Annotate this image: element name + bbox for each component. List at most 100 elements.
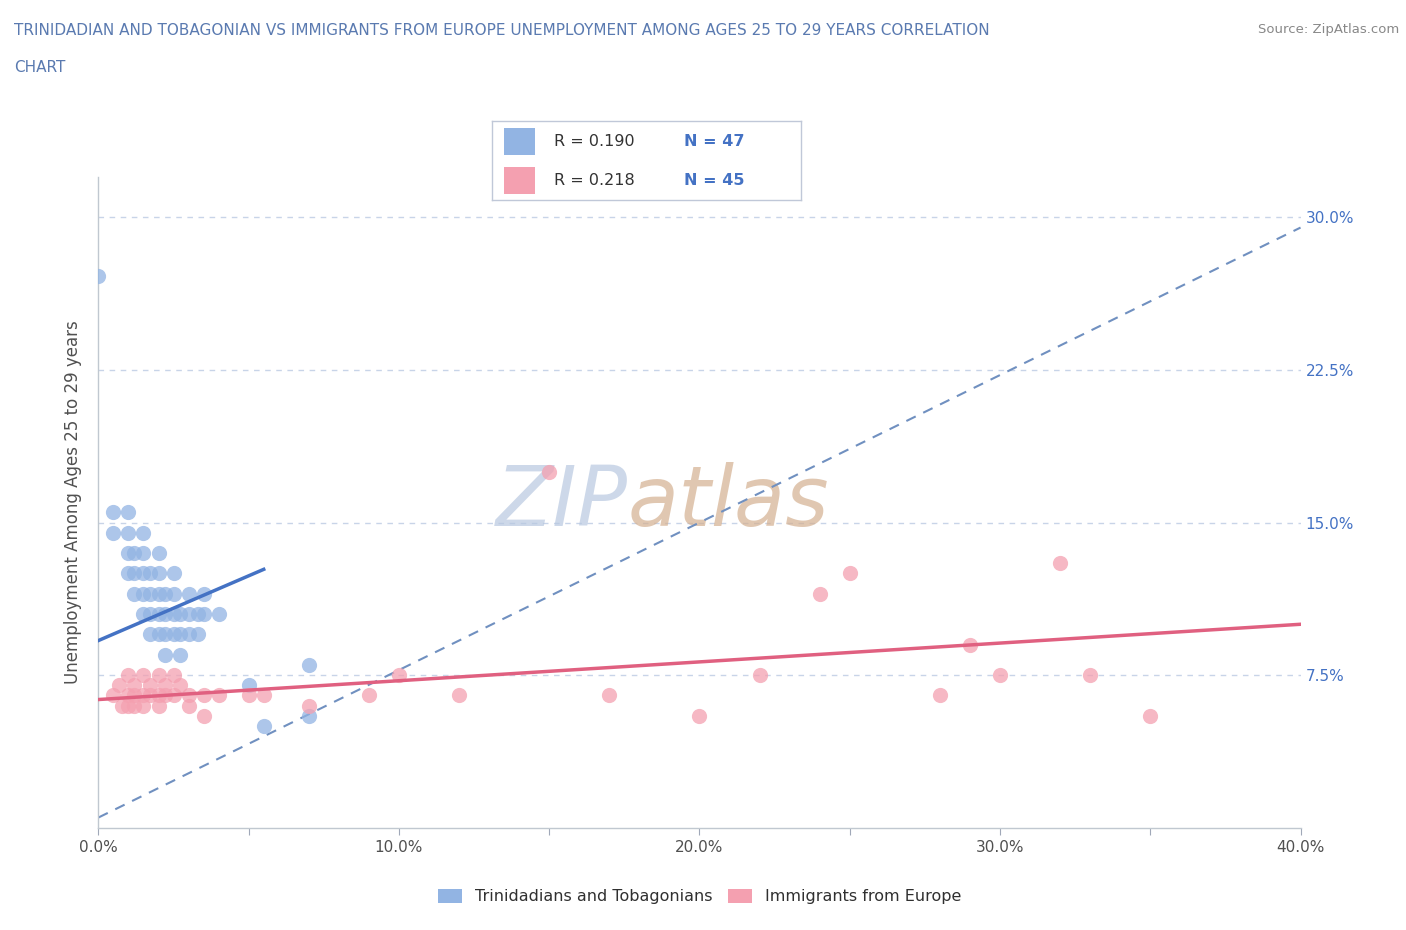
Point — [169, 647, 191, 662]
Point — [138, 627, 160, 642]
Point — [132, 668, 155, 683]
Point — [108, 678, 131, 693]
Point — [103, 688, 125, 703]
Text: atlas: atlas — [627, 461, 830, 543]
Point — [447, 688, 470, 703]
Text: Source: ZipAtlas.com: Source: ZipAtlas.com — [1258, 23, 1399, 36]
Point — [124, 698, 146, 713]
Point — [162, 586, 184, 601]
Point — [388, 668, 411, 683]
Point — [148, 546, 170, 561]
Point — [153, 627, 176, 642]
Point — [117, 688, 139, 703]
Point — [193, 709, 215, 724]
Point — [148, 627, 170, 642]
Point — [838, 566, 860, 581]
Y-axis label: Unemployment Among Ages 25 to 29 years: Unemployment Among Ages 25 to 29 years — [65, 320, 83, 684]
Point — [1139, 709, 1161, 724]
Point — [148, 698, 170, 713]
Point — [153, 586, 176, 601]
Text: ZIP: ZIP — [495, 461, 627, 543]
Point — [187, 606, 209, 621]
Point — [124, 678, 146, 693]
Point — [162, 688, 184, 703]
Point — [148, 688, 170, 703]
Point — [177, 688, 200, 703]
Point — [103, 525, 125, 540]
Point — [988, 668, 1011, 683]
Point — [169, 678, 191, 693]
Text: N = 45: N = 45 — [683, 174, 744, 189]
Point — [238, 688, 260, 703]
Point — [138, 678, 160, 693]
Point — [162, 627, 184, 642]
Point — [208, 606, 231, 621]
Point — [111, 698, 134, 713]
Point — [169, 606, 191, 621]
Point — [177, 606, 200, 621]
Point — [253, 719, 276, 734]
Point — [138, 586, 160, 601]
Point — [177, 586, 200, 601]
Text: R = 0.218: R = 0.218 — [554, 174, 634, 189]
Point — [193, 606, 215, 621]
Point — [132, 688, 155, 703]
Point — [929, 688, 952, 703]
Point — [117, 546, 139, 561]
Point — [959, 637, 981, 652]
Point — [298, 658, 321, 672]
Point — [357, 688, 380, 703]
Point — [124, 566, 146, 581]
Point — [193, 586, 215, 601]
Point — [117, 505, 139, 520]
Point — [689, 709, 711, 724]
Point — [138, 566, 160, 581]
Point — [748, 668, 770, 683]
Point — [238, 678, 260, 693]
Point — [153, 688, 176, 703]
Point — [169, 627, 191, 642]
Point — [162, 566, 184, 581]
Point — [132, 698, 155, 713]
Point — [148, 586, 170, 601]
Point — [298, 698, 321, 713]
Point — [538, 464, 561, 479]
Text: CHART: CHART — [14, 60, 66, 75]
Point — [124, 546, 146, 561]
Point — [162, 668, 184, 683]
Point — [148, 606, 170, 621]
Point — [162, 606, 184, 621]
Point — [103, 505, 125, 520]
Point — [208, 688, 231, 703]
Point — [117, 668, 139, 683]
Point — [153, 678, 176, 693]
Point — [138, 688, 160, 703]
Text: R = 0.190: R = 0.190 — [554, 134, 634, 149]
Point — [148, 668, 170, 683]
Point — [808, 586, 831, 601]
Bar — [505, 128, 536, 155]
Point — [87, 269, 110, 284]
Point — [132, 606, 155, 621]
Point — [117, 525, 139, 540]
Point — [124, 586, 146, 601]
Point — [132, 525, 155, 540]
Point — [1078, 668, 1101, 683]
Text: N = 47: N = 47 — [683, 134, 744, 149]
Point — [153, 606, 176, 621]
Point — [153, 647, 176, 662]
Point — [177, 627, 200, 642]
Point — [253, 688, 276, 703]
Point — [1049, 556, 1071, 571]
Bar — [505, 166, 536, 193]
Point — [138, 606, 160, 621]
Point — [124, 688, 146, 703]
Legend: Trinidadians and Tobagonians, Immigrants from Europe: Trinidadians and Tobagonians, Immigrants… — [432, 883, 967, 910]
Text: TRINIDADIAN AND TOBAGONIAN VS IMMIGRANTS FROM EUROPE UNEMPLOYMENT AMONG AGES 25 : TRINIDADIAN AND TOBAGONIAN VS IMMIGRANTS… — [14, 23, 990, 38]
Point — [117, 698, 139, 713]
Point — [177, 698, 200, 713]
Point — [598, 688, 620, 703]
Point — [132, 546, 155, 561]
Point — [132, 566, 155, 581]
Point — [298, 709, 321, 724]
